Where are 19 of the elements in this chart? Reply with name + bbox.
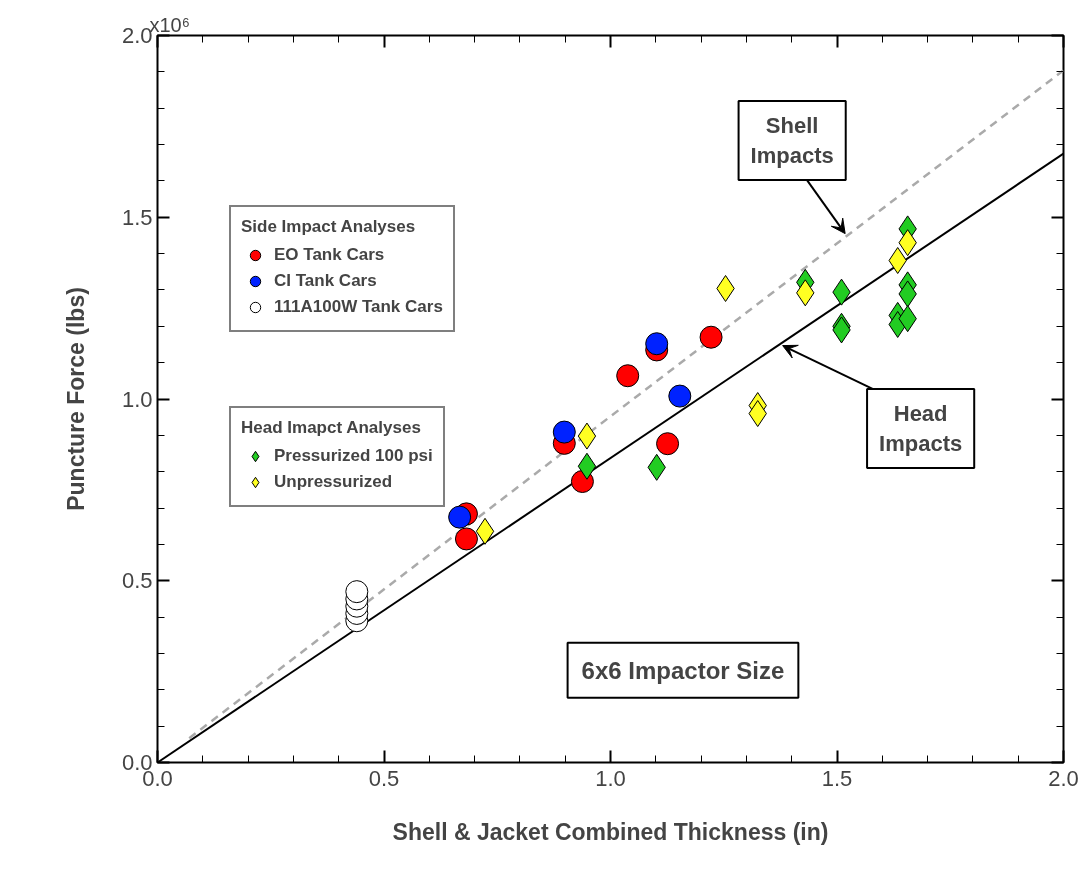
x-tick-label: 1.0 [595, 765, 626, 791]
legend-label: 111A100W Tank Cars [274, 296, 443, 318]
legend-label: Unpressurized [274, 471, 393, 493]
legend-label: CI Tank Cars [274, 270, 377, 292]
x-tick-label: 1.5 [821, 765, 853, 791]
x-tick-label: 2.0 [1048, 765, 1079, 791]
y-tick-label: 1.5 [121, 204, 153, 230]
annotation: Shell Impacts [750, 113, 834, 169]
legend-label: Pressurized 100 psi [274, 445, 433, 467]
annotation: 6x6 Impactor Size [581, 656, 785, 684]
legend-title: Side Impact Analyses [241, 217, 417, 237]
annotation: Head Imapct Analyses [241, 418, 422, 438]
x-tick-label: 0.5 [368, 765, 400, 791]
y-tick-label: 0.5 [121, 568, 153, 594]
y-axis-title: Puncture Force (lbs) [62, 287, 89, 511]
legend-label: EO Tank Cars [274, 244, 385, 266]
y-tick-label: 1.0 [121, 386, 153, 412]
annotation: Head Impacts [879, 401, 963, 457]
x-axis-title: Shell & Jacket Combined Thickness (in) [392, 818, 829, 845]
